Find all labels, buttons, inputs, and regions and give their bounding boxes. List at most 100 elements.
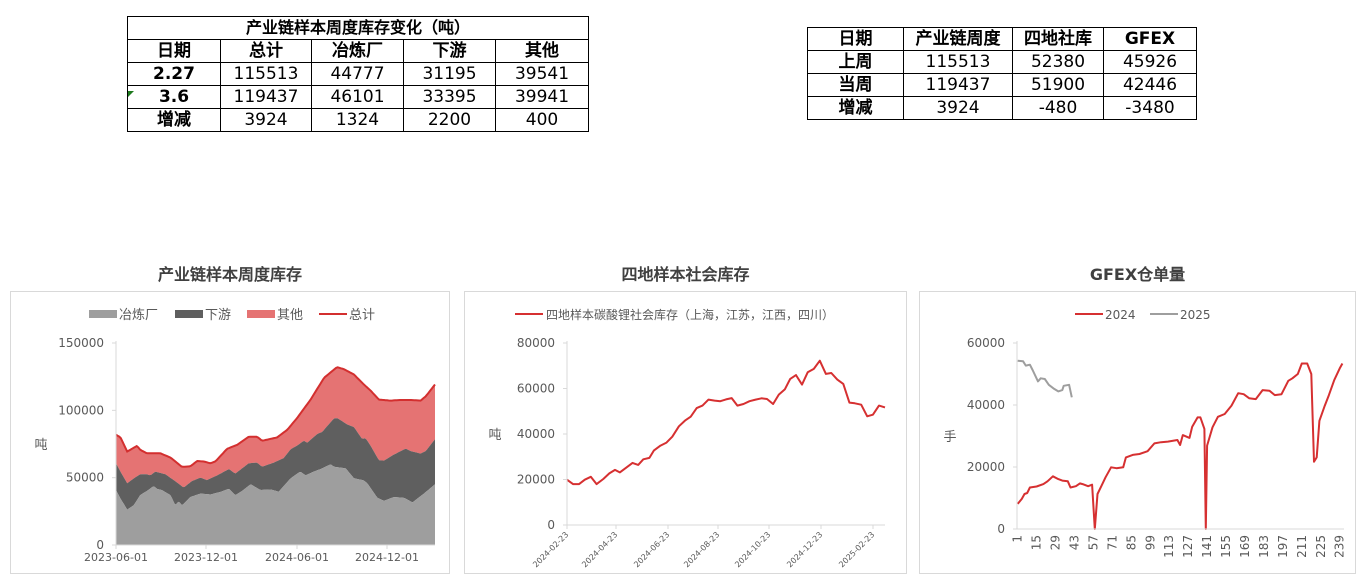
x-tick-label: 85 — [1124, 535, 1138, 550]
x-tick-label: 127 — [1181, 535, 1195, 558]
x-tick-label: 225 — [1314, 535, 1328, 558]
cell-smelter: 44777 — [311, 62, 404, 86]
y-tick-label: 20000 — [967, 460, 1005, 474]
cell-other: 39541 — [494, 62, 590, 86]
cell-gfex: -3480 — [1103, 96, 1197, 120]
legend-swatch — [175, 310, 203, 318]
x-tick-label: 2023-06-01 — [84, 551, 148, 564]
chain-weekly-inventory-table: 产业链样本周度库存变化（吨） 日期 总计 冶炼厂 下游 其他 2.27 1155… — [126, 16, 590, 132]
table2-header-social: 四地社库 — [1012, 27, 1104, 51]
line-2025 — [1017, 359, 1073, 398]
cell-gfex: 42446 — [1103, 73, 1197, 97]
cell-total: 3924 — [220, 108, 312, 132]
x-tick-label: 2024-06-23 — [632, 530, 671, 569]
y-tick-label: 50000 — [66, 471, 104, 485]
table2-header-chain: 产业链周度 — [903, 27, 1013, 51]
legend-label: 冶炼厂 — [119, 308, 158, 323]
area-downstream — [116, 418, 435, 510]
table1-header-total: 总计 — [220, 39, 312, 63]
chart1-title: 产业链样本周度库存 — [157, 265, 302, 284]
cell-downstream: 2200 — [403, 108, 496, 132]
x-tick-label: 169 — [1238, 535, 1252, 558]
x-tick-label: 211 — [1295, 535, 1309, 558]
table1-header-downstream: 下游 — [403, 39, 496, 63]
x-tick-label: 2024-10-23 — [733, 530, 772, 569]
table1-header-other: 其他 — [494, 39, 590, 63]
x-tick-label: 43 — [1068, 535, 1082, 550]
cell-smelter: 1324 — [311, 108, 404, 132]
legend-swatch — [247, 310, 275, 318]
legend-swatch — [89, 310, 117, 318]
x-tick-label: 113 — [1162, 535, 1176, 558]
gfex-warrant-plot: 0 20000 40000 60000 手 1 15 29 43 57 71 85 99 113 127 14… — [943, 308, 1347, 558]
x-tick-label: 2023-12-01 — [174, 551, 238, 564]
y-tick-label: 0 — [547, 518, 555, 532]
cell-social: 51900 — [1012, 73, 1104, 97]
line-2024 — [1016, 362, 1344, 530]
row-label: 上周 — [807, 50, 904, 74]
row-label: 当周 — [807, 73, 904, 97]
cell-total: 119437 — [220, 85, 312, 109]
social-inventory-chart: 0 20000 40000 60000 80000 吨 2024-02-23 2024-04-… — [464, 291, 907, 574]
legend-label: 四地样本碳酸锂社会库存（上海，江苏，江西，四川） — [546, 307, 834, 322]
row-date: 增减 — [127, 108, 221, 132]
x-tick-label: 99 — [1143, 535, 1157, 550]
x-tick-label: 2024-08-23 — [682, 530, 721, 569]
table-row: 2.27 115513 44777 31195 39541 — [127, 62, 590, 86]
cell-comment-marker — [128, 91, 134, 97]
x-tick-label: 2024-06-01 — [265, 551, 329, 564]
cell-other: 39941 — [494, 85, 590, 109]
cell-chain: 115513 — [903, 50, 1013, 74]
y-tick-label: 20000 — [517, 473, 555, 487]
table-row: 增减 3924 -480 -3480 — [807, 96, 1197, 120]
x-tick-label: 57 — [1086, 535, 1100, 550]
legend-label: 下游 — [205, 308, 231, 323]
x-tick-label: 197 — [1276, 535, 1290, 558]
x-tick-label: 29 — [1049, 535, 1063, 550]
y-tick-label: 0 — [96, 538, 104, 552]
cell-downstream: 31195 — [403, 62, 496, 86]
x-tick-label: 15 — [1030, 535, 1044, 550]
y-axis-label: 手 — [943, 430, 956, 445]
table2-header-row: 日期 产业链周度 四地社库 GFEX — [807, 27, 1197, 51]
table-row: 增减 3924 1324 2200 400 — [127, 108, 590, 132]
cell-total: 115513 — [220, 62, 312, 86]
x-tick-label: 71 — [1105, 535, 1119, 550]
table-row: 3.6 119437 46101 33395 39941 — [127, 85, 590, 109]
y-tick-label: 40000 — [967, 398, 1005, 412]
row-label: 增减 — [807, 96, 904, 120]
cell-chain: 3924 — [903, 96, 1013, 120]
cell-other: 400 — [494, 108, 590, 132]
area-other — [116, 367, 435, 488]
cell-social: 52380 — [1012, 50, 1104, 74]
x-tick-label: 239 — [1333, 535, 1347, 558]
y-tick-label: 60000 — [967, 336, 1005, 350]
cell-smelter: 46101 — [311, 85, 404, 109]
legend-label: 2025 — [1180, 308, 1211, 322]
x-tick-label: 141 — [1200, 535, 1214, 558]
chain-inventory-chart: 0 50000 100000 150000 吨 2023-06-01 2023-12-01 2… — [10, 291, 450, 574]
table2-header-gfex: GFEX — [1103, 27, 1197, 51]
legend-label: 其他 — [277, 308, 303, 323]
table-row: 当周 119437 51900 42446 — [807, 73, 1197, 97]
x-tick-label: 2024-12-23 — [785, 530, 824, 569]
x-tick-label: 2024-04-23 — [580, 530, 619, 569]
cell-chain: 119437 — [903, 73, 1013, 97]
table2-header-date: 日期 — [807, 27, 904, 51]
gfex-warrant-chart: 0 20000 40000 60000 手 1 15 29 43 57 71 85 99 113 127 14… — [919, 291, 1356, 574]
y-axis-label: 吨 — [34, 438, 47, 453]
x-tick-label: 2024-02-23 — [531, 530, 570, 569]
area-smelter — [116, 464, 435, 545]
line-social-inventory — [566, 359, 886, 486]
chain-inventory-plot: 0 50000 100000 150000 吨 2023-06-01 2023-12-01 2… — [34, 308, 436, 564]
row-date: 3.6 — [127, 85, 221, 109]
y-tick-label: 40000 — [517, 427, 555, 441]
y-tick-label: 80000 — [517, 336, 555, 350]
x-tick-label: 2024-12-01 — [355, 551, 419, 564]
cell-downstream: 33395 — [403, 85, 496, 109]
chart3-title: GFEX仓单量 — [1089, 265, 1186, 284]
row-date: 2.27 — [127, 62, 221, 86]
inventory-summary-table: 日期 产业链周度 四地社库 GFEX 上周 115513 52380 45926… — [807, 27, 1197, 120]
x-tick-label: 155 — [1219, 535, 1233, 558]
table1-header-date: 日期 — [127, 39, 221, 63]
